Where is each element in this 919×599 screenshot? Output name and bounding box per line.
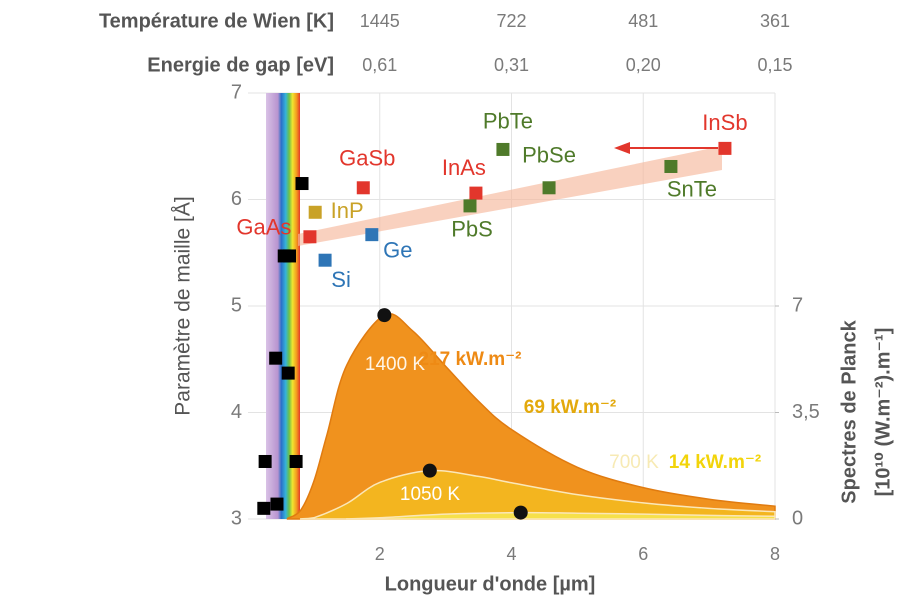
data-point	[283, 249, 297, 263]
data-point	[542, 181, 556, 195]
planck-area	[286, 313, 776, 520]
data-point	[318, 253, 332, 267]
x-tick-label: 8	[770, 544, 780, 564]
arrow-head	[614, 142, 630, 154]
point-label: InSb	[702, 110, 747, 135]
data-point	[356, 181, 370, 195]
marks	[257, 141, 732, 520]
planck-peak	[377, 308, 392, 323]
data-point	[281, 366, 295, 380]
planck-label: 700 K	[609, 452, 659, 473]
x-axis-title: Longueur d'onde [µm]	[385, 573, 596, 595]
planck-area	[299, 469, 776, 520]
data-point	[308, 205, 322, 219]
data-point	[365, 228, 379, 242]
top-tick-label: 722	[496, 11, 526, 31]
y-tick-label: 5	[231, 294, 242, 316]
top-tick-label: 0,15	[757, 55, 792, 75]
top-tick-label: 0,61	[362, 55, 397, 75]
point-label: Si	[331, 267, 351, 292]
point-label: Ge	[383, 237, 412, 262]
top-axis-title: Energie de gap [eV]	[147, 54, 334, 76]
planck-peak	[422, 463, 437, 478]
point-label: InAs	[442, 155, 486, 180]
top-tick-label: 0,31	[494, 55, 529, 75]
data-point	[496, 142, 510, 156]
planck-label: 1050 K	[400, 484, 461, 505]
data-point	[469, 186, 483, 200]
planck-areas	[286, 313, 776, 520]
y2-tick-label: 3,5	[792, 401, 820, 423]
planck-label: 1400 K	[365, 354, 426, 375]
point-label: GaSb	[339, 146, 395, 171]
x-tick-label: 6	[638, 544, 648, 564]
top-tick-label: 1445	[360, 11, 400, 31]
top-axis-title: Température de Wien [K]	[99, 10, 334, 32]
x-tick-label: 2	[375, 544, 385, 564]
data-point	[295, 177, 309, 191]
planck-flux: 69 kW.m⁻²	[524, 397, 616, 418]
y2-tick-label: 7	[792, 294, 803, 316]
data-point	[664, 159, 678, 173]
y2-axis-title: [10¹⁰ (W.m⁻²).m⁻¹]	[872, 328, 894, 497]
data-point	[270, 497, 284, 511]
x-tick-label: 4	[506, 544, 516, 564]
data-point	[303, 230, 317, 244]
planck-area	[346, 511, 776, 520]
y-tick-label: 4	[231, 401, 242, 423]
point-label: InP	[331, 198, 364, 223]
point-label: GaAs	[236, 215, 291, 240]
point-label: PbS	[451, 217, 493, 242]
visible-spectrum	[266, 93, 300, 519]
y-axis-title: Paramètre de maille [Å]	[172, 196, 195, 415]
trend-band	[298, 146, 722, 246]
y-tick-label: 6	[231, 188, 242, 210]
data-point	[269, 351, 283, 365]
data-point	[463, 199, 477, 213]
y2-tick-label: 0	[792, 507, 803, 529]
top-tick-label: 0,20	[626, 55, 661, 75]
y-tick-label: 3	[231, 507, 242, 529]
point-label: PbTe	[483, 108, 533, 133]
planck-flux: 217 kW.m⁻²	[419, 349, 522, 370]
point-label: SnTe	[667, 176, 717, 201]
data-point	[289, 454, 303, 468]
point-label: PbSe	[522, 143, 576, 168]
y2-axis-title: Spectres de Planck	[838, 319, 860, 503]
y-tick-label: 7	[231, 81, 242, 103]
data-point	[718, 141, 732, 155]
data-point	[258, 454, 272, 468]
top-tick-label: 361	[760, 11, 790, 31]
planck-flux: 14 kW.m⁻²	[669, 452, 761, 473]
data-point	[257, 501, 271, 515]
top-tick-label: 481	[628, 11, 658, 31]
planck-peak	[513, 505, 528, 520]
